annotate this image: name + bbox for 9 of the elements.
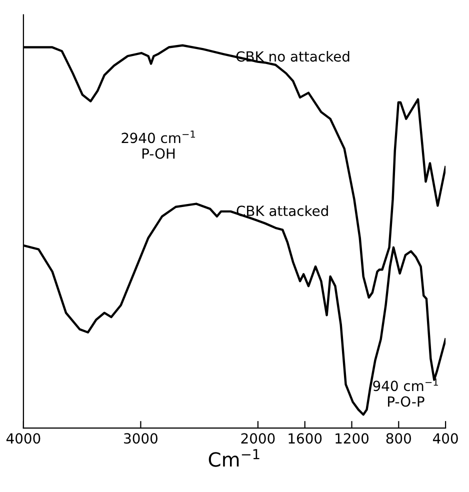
x-tick-label: 2000 [241, 433, 275, 444]
x-axis-title: Cm$^{−1}$ [208, 449, 260, 467]
x-tick-label: 1600 [288, 433, 322, 444]
x-tick-label: 800 [386, 433, 411, 444]
x-tick-label: 3000 [124, 433, 158, 444]
x-tick-label: 400 [432, 433, 458, 444]
text: 2940 cm$^{−1}$ P-OH [122, 130, 195, 159]
x-tick-label: 4000 [6, 433, 40, 444]
x-tick-label: 1200 [336, 433, 368, 444]
